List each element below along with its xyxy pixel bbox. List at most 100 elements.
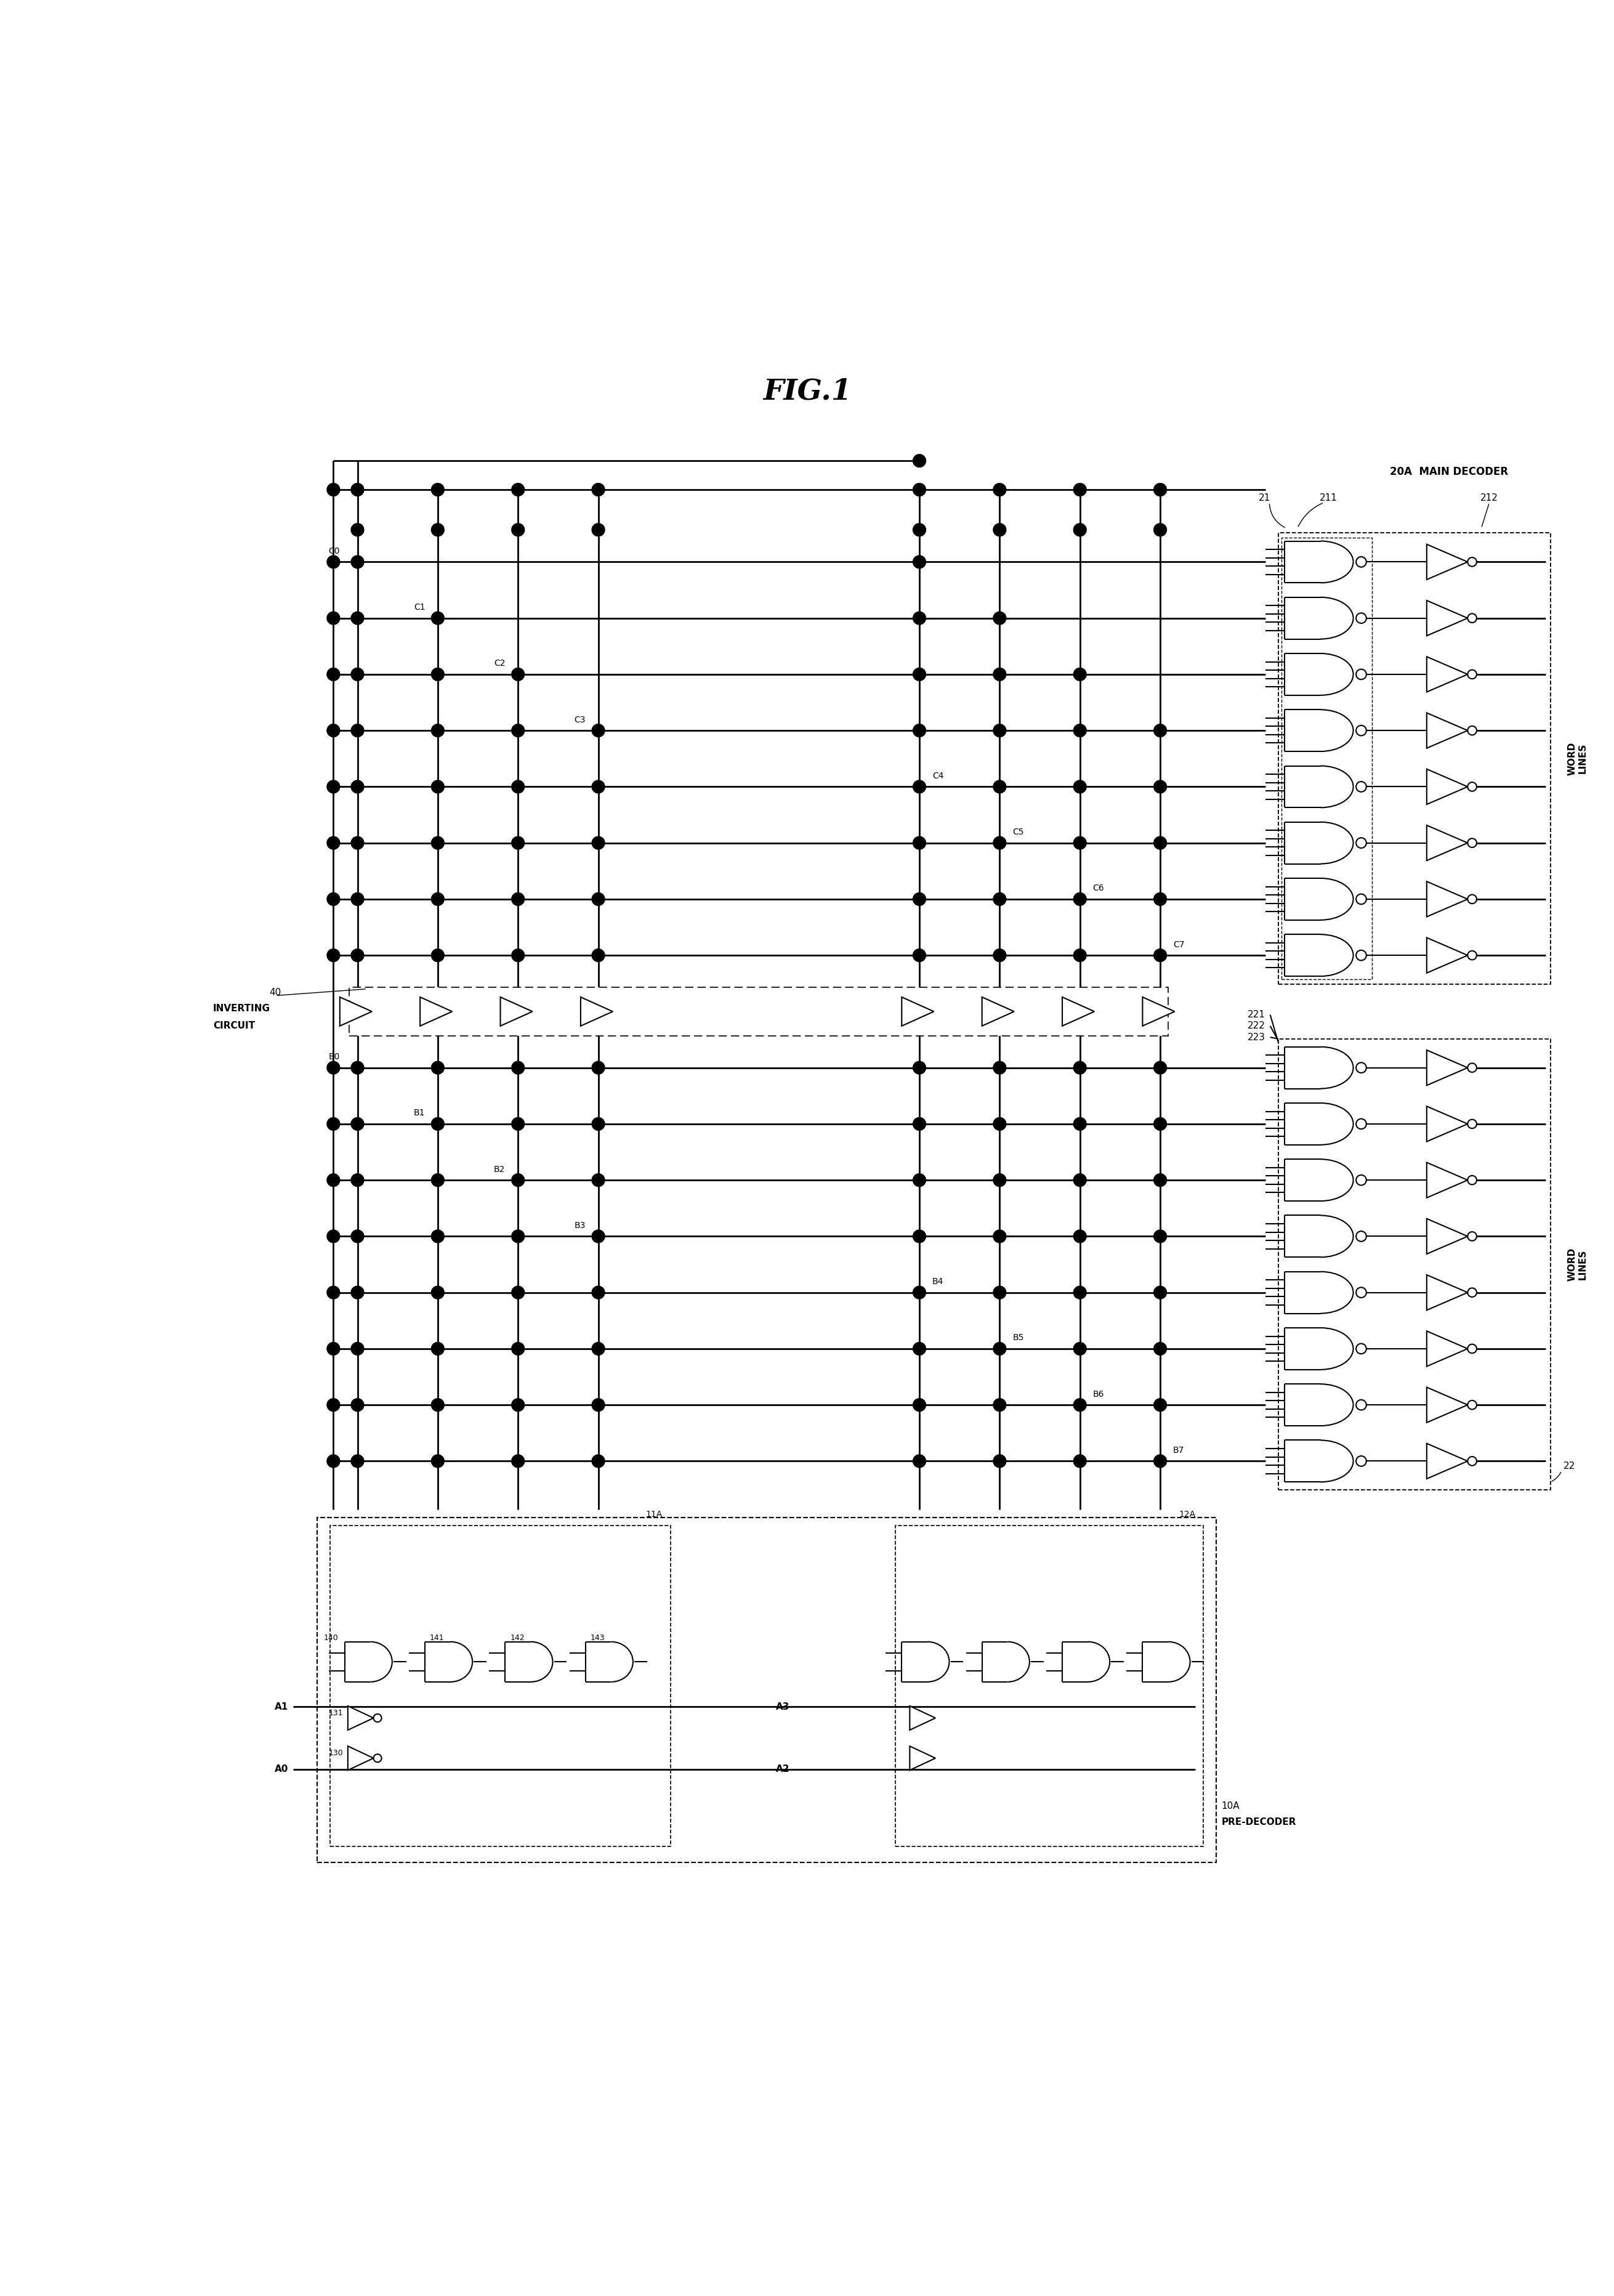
Polygon shape: [1427, 1049, 1467, 1086]
Circle shape: [1154, 948, 1167, 962]
Circle shape: [328, 668, 341, 680]
Circle shape: [914, 523, 926, 537]
Circle shape: [1073, 723, 1086, 737]
Text: FIG.1: FIG.1: [763, 377, 851, 406]
Circle shape: [352, 1231, 363, 1242]
Text: 221: 221: [1248, 1010, 1265, 1019]
Circle shape: [512, 1286, 525, 1300]
Circle shape: [512, 781, 525, 792]
Polygon shape: [1427, 1219, 1467, 1254]
Circle shape: [328, 482, 341, 496]
Circle shape: [592, 893, 605, 905]
Circle shape: [993, 781, 1006, 792]
Circle shape: [592, 836, 605, 850]
Text: B4: B4: [933, 1277, 944, 1286]
Circle shape: [592, 1173, 605, 1187]
Circle shape: [592, 723, 605, 737]
Polygon shape: [1427, 657, 1467, 691]
Bar: [896, 1525, 1204, 1846]
Text: B5: B5: [1012, 1334, 1023, 1343]
Text: 11A: 11A: [646, 1511, 662, 1520]
Circle shape: [1073, 1231, 1086, 1242]
Circle shape: [352, 893, 363, 905]
Circle shape: [993, 893, 1006, 905]
Polygon shape: [910, 1747, 936, 1770]
Circle shape: [431, 1456, 444, 1467]
Circle shape: [914, 482, 926, 496]
Circle shape: [431, 611, 444, 625]
Circle shape: [352, 482, 363, 496]
Circle shape: [328, 1118, 341, 1130]
Circle shape: [512, 1456, 525, 1467]
Circle shape: [512, 1061, 525, 1075]
Polygon shape: [1427, 824, 1467, 861]
Circle shape: [993, 523, 1006, 537]
Circle shape: [993, 1286, 1006, 1300]
Circle shape: [431, 1231, 444, 1242]
Circle shape: [352, 1456, 363, 1467]
Text: PRE-DECODER: PRE-DECODER: [1222, 1818, 1296, 1828]
Circle shape: [1073, 1118, 1086, 1130]
Circle shape: [431, 723, 444, 737]
Circle shape: [1073, 1343, 1086, 1355]
Text: 21: 21: [1259, 494, 1270, 503]
Polygon shape: [1427, 712, 1467, 748]
Circle shape: [352, 836, 363, 850]
Text: C7: C7: [1173, 941, 1185, 948]
Circle shape: [352, 723, 363, 737]
Circle shape: [1154, 1118, 1167, 1130]
Circle shape: [914, 611, 926, 625]
Circle shape: [328, 1231, 341, 1242]
Circle shape: [431, 1061, 444, 1075]
Circle shape: [914, 1398, 926, 1412]
Text: WORD
LINES: WORD LINES: [1567, 742, 1588, 776]
Circle shape: [993, 482, 1006, 496]
Circle shape: [993, 1231, 1006, 1242]
Text: C3: C3: [575, 716, 586, 723]
Circle shape: [592, 523, 605, 537]
Circle shape: [512, 668, 525, 680]
Circle shape: [592, 1398, 605, 1412]
Circle shape: [512, 836, 525, 850]
Circle shape: [431, 668, 444, 680]
Circle shape: [328, 611, 341, 625]
Bar: [331, 1525, 670, 1846]
Circle shape: [352, 611, 363, 625]
Text: 140: 140: [324, 1635, 339, 1642]
Circle shape: [431, 523, 444, 537]
Circle shape: [328, 1456, 341, 1467]
Text: 20A  MAIN DECODER: 20A MAIN DECODER: [1390, 466, 1509, 478]
Circle shape: [352, 1286, 363, 1300]
Circle shape: [352, 1061, 363, 1075]
Polygon shape: [1062, 996, 1094, 1026]
Circle shape: [914, 668, 926, 680]
Circle shape: [993, 1343, 1006, 1355]
Circle shape: [512, 893, 525, 905]
Circle shape: [592, 1286, 605, 1300]
Bar: [350, 987, 1169, 1035]
Text: WORD
LINES: WORD LINES: [1567, 1247, 1588, 1281]
Circle shape: [352, 1173, 363, 1187]
Circle shape: [1154, 482, 1167, 496]
Bar: [1278, 1038, 1551, 1490]
Circle shape: [352, 556, 363, 569]
Circle shape: [592, 1343, 605, 1355]
Circle shape: [352, 1343, 363, 1355]
Text: B3: B3: [575, 1221, 586, 1231]
Circle shape: [914, 1286, 926, 1300]
Text: 223: 223: [1248, 1033, 1265, 1042]
Circle shape: [328, 556, 341, 569]
Polygon shape: [910, 1706, 936, 1731]
Circle shape: [512, 948, 525, 962]
Circle shape: [352, 1118, 363, 1130]
Polygon shape: [1143, 996, 1175, 1026]
Circle shape: [1073, 893, 1086, 905]
Text: 143: 143: [591, 1635, 605, 1642]
Bar: [318, 1518, 1217, 1862]
Circle shape: [592, 1231, 605, 1242]
Text: A0: A0: [274, 1766, 289, 1775]
Circle shape: [914, 781, 926, 792]
Polygon shape: [349, 1706, 373, 1731]
Circle shape: [914, 1343, 926, 1355]
Circle shape: [512, 723, 525, 737]
